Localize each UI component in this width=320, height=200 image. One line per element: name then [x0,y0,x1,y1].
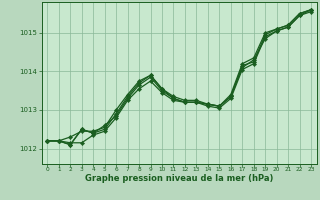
X-axis label: Graphe pression niveau de la mer (hPa): Graphe pression niveau de la mer (hPa) [85,174,273,183]
